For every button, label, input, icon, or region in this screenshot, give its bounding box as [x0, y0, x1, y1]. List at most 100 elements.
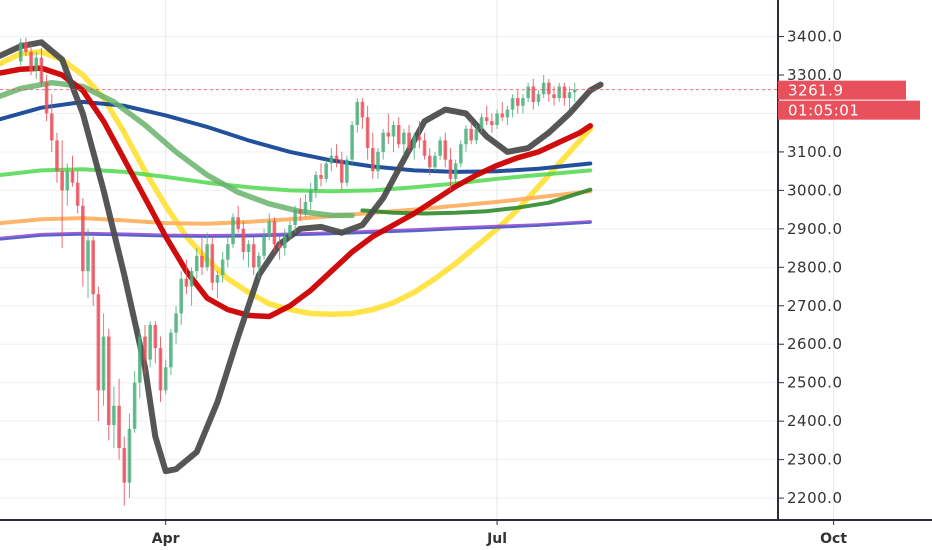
candle	[282, 228, 287, 256]
candle	[267, 213, 272, 241]
candle-body	[402, 132, 406, 145]
candle	[39, 48, 44, 87]
candle-body	[407, 132, 411, 149]
candle	[18, 38, 23, 66]
candle	[386, 113, 391, 145]
candle-body	[132, 382, 137, 429]
candle-body	[153, 325, 158, 349]
candle-body	[194, 255, 199, 272]
candle-body	[122, 448, 127, 483]
candle-body	[521, 98, 525, 106]
candle-body	[55, 140, 59, 172]
candle	[370, 132, 375, 179]
candle-body	[262, 236, 266, 256]
candle-body	[49, 113, 54, 141]
indicator-line	[0, 65, 594, 320]
y-tick-label: 2300.0	[787, 451, 843, 469]
candle-body	[552, 94, 556, 99]
candle	[562, 82, 567, 106]
candle-body	[484, 117, 489, 122]
candle	[505, 105, 510, 125]
candle	[91, 236, 96, 306]
y-tick-label: 3100.0	[787, 143, 843, 161]
candle-body	[381, 132, 385, 152]
y-tick-label: 2500.0	[787, 374, 843, 392]
candle-body	[324, 163, 329, 179]
candle	[257, 251, 261, 279]
candle	[174, 305, 178, 345]
candle	[194, 248, 199, 279]
candle	[391, 121, 396, 152]
x-tick-label: Oct	[820, 531, 847, 547]
candle	[427, 148, 432, 175]
candle-body	[562, 86, 567, 99]
countdown-label: 01:05:01	[788, 102, 859, 120]
candle-body	[293, 209, 297, 225]
candle	[205, 232, 209, 272]
candle	[122, 436, 127, 506]
candle-body	[29, 51, 33, 72]
candle-body	[376, 151, 380, 172]
candle	[407, 125, 411, 152]
candle-body	[370, 148, 375, 172]
candle-body	[386, 132, 391, 137]
candle-body	[184, 278, 189, 287]
candle	[231, 213, 235, 249]
candle-body	[505, 109, 510, 118]
candle-body	[391, 125, 396, 137]
candle	[521, 94, 525, 114]
candle	[153, 321, 158, 364]
last-price-label: 3261.9	[788, 82, 844, 100]
candle-body	[65, 171, 70, 191]
candle-body	[396, 125, 401, 145]
candle-body	[75, 182, 80, 206]
candle	[148, 321, 152, 368]
candle-body	[86, 240, 90, 272]
candle-body	[526, 86, 530, 99]
x-tick-label: Apr	[152, 531, 180, 547]
candle-body	[464, 128, 468, 145]
candle-body	[531, 86, 536, 102]
candle	[101, 313, 106, 406]
candle-body	[189, 271, 194, 287]
candle-body	[308, 190, 313, 202]
candle-body	[474, 128, 479, 141]
candle	[189, 267, 194, 306]
countdown-badge	[778, 100, 920, 120]
candle-body	[24, 42, 28, 52]
candle-body	[272, 221, 277, 245]
candle-body	[417, 136, 422, 141]
candle	[277, 236, 282, 260]
candle	[396, 117, 401, 149]
indicator-line	[0, 189, 593, 226]
candle	[453, 159, 458, 183]
candle	[236, 205, 240, 233]
candle	[381, 128, 385, 160]
candle	[547, 78, 551, 102]
candle	[469, 121, 473, 145]
candle-body	[314, 175, 318, 191]
candle	[96, 286, 101, 422]
candle	[241, 221, 246, 260]
candle	[572, 82, 577, 102]
y-tick-label: 2600.0	[787, 335, 843, 353]
last-price-badges: 3261.9 01:05:01	[778, 80, 920, 120]
candle-body	[433, 155, 437, 168]
candle	[246, 240, 251, 268]
y-tick-label: 3000.0	[787, 181, 843, 199]
x-tick-label: Jul	[486, 531, 507, 547]
candle-body	[169, 332, 173, 368]
candle-body	[479, 117, 484, 129]
candle-body	[541, 82, 546, 95]
candle	[526, 82, 530, 102]
candle-body	[18, 42, 23, 62]
candle-body	[127, 428, 132, 483]
candle	[298, 198, 303, 222]
candle-body	[536, 94, 541, 102]
candle	[29, 44, 33, 75]
indicator-line	[0, 39, 604, 475]
candle	[479, 113, 484, 133]
candle-body	[345, 159, 349, 183]
candle	[319, 163, 323, 187]
